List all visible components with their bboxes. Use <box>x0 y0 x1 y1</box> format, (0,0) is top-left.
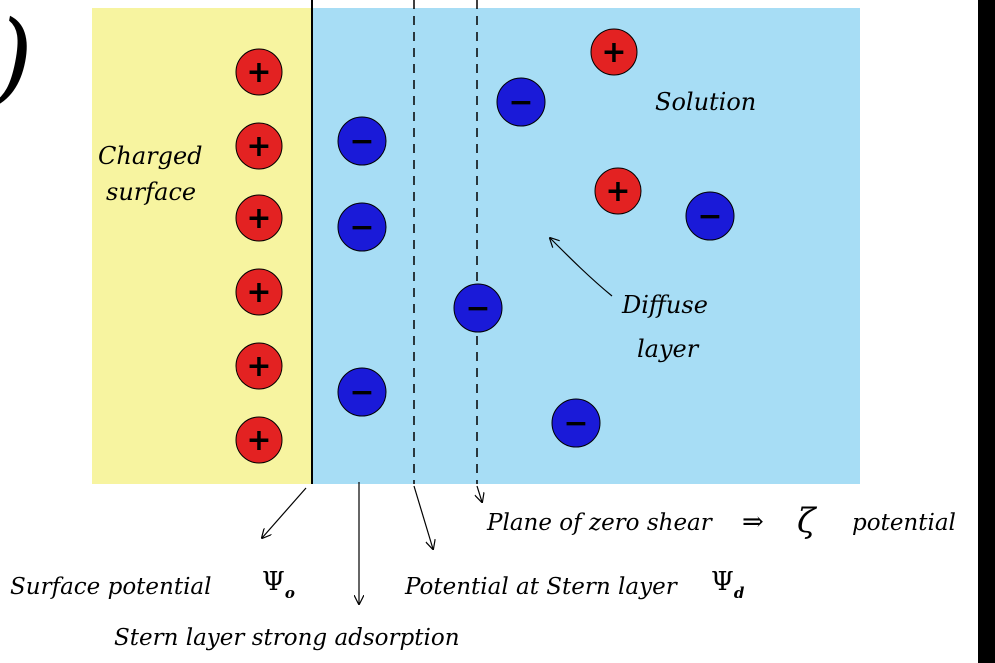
surface-potential-arrow <box>262 487 307 538</box>
negative-ion: − <box>685 191 735 241</box>
svg-text:−: − <box>349 124 374 159</box>
surface-potential-label: Surface potential <box>10 574 212 600</box>
svg-text:+: + <box>246 55 271 90</box>
negative-ion: − <box>453 283 503 333</box>
surface-label-line1: Charged <box>98 142 203 170</box>
negative-ion: − <box>337 367 387 417</box>
shear-plane-label: Plane of zero shear <box>486 510 714 536</box>
surface-label-line2: surface <box>106 178 196 206</box>
stern-potential-arrow <box>413 485 433 549</box>
svg-text:+: + <box>246 349 271 384</box>
diffuse-label-line1: Diffuse <box>621 291 708 319</box>
negative-ion: − <box>337 116 387 166</box>
solution-label: Solution <box>655 88 756 116</box>
positive-ion: + <box>235 342 283 390</box>
svg-text:−: − <box>349 375 374 410</box>
negative-ion: − <box>496 77 546 127</box>
positive-ion: + <box>235 48 283 96</box>
svg-text:−: − <box>508 85 533 120</box>
positive-ion: + <box>235 416 283 464</box>
negative-ion: − <box>337 202 387 252</box>
positive-ion: + <box>235 268 283 316</box>
svg-text:−: − <box>349 210 374 245</box>
svg-text:−: − <box>697 199 722 234</box>
zeta-potential-label: potential <box>852 510 956 536</box>
positive-ion: + <box>235 122 283 170</box>
positive-ion: + <box>235 194 283 242</box>
shear-plane-arrow <box>477 485 482 502</box>
svg-text:+: + <box>246 129 271 164</box>
stern-potential-label: Potential at Stern layer <box>404 574 679 600</box>
svg-text:+: + <box>601 35 626 70</box>
positive-ion: + <box>594 167 642 215</box>
shear-arrow: ⇒ <box>742 507 764 537</box>
svg-text:+: + <box>246 423 271 458</box>
svg-text:+: + <box>246 201 271 236</box>
negative-ion: − <box>551 398 601 448</box>
stern-layer-label: Stern layer strong adsorption <box>114 625 460 651</box>
diffuse-layer-arrow <box>550 238 613 297</box>
svg-text:−: − <box>563 406 588 441</box>
diffuse-label-line2: layer <box>637 335 700 363</box>
zeta-symbol: ζ <box>797 501 818 541</box>
svg-text:+: + <box>605 174 630 209</box>
svg-text:−: − <box>465 291 490 326</box>
surface-potential-symbol: Ψo <box>262 567 295 602</box>
frame-edge <box>978 0 995 663</box>
positive-ion: + <box>590 28 638 76</box>
figure-marker: ) <box>0 0 33 116</box>
svg-text:+: + <box>246 275 271 310</box>
stern-potential-symbol: Ψd <box>711 567 745 602</box>
